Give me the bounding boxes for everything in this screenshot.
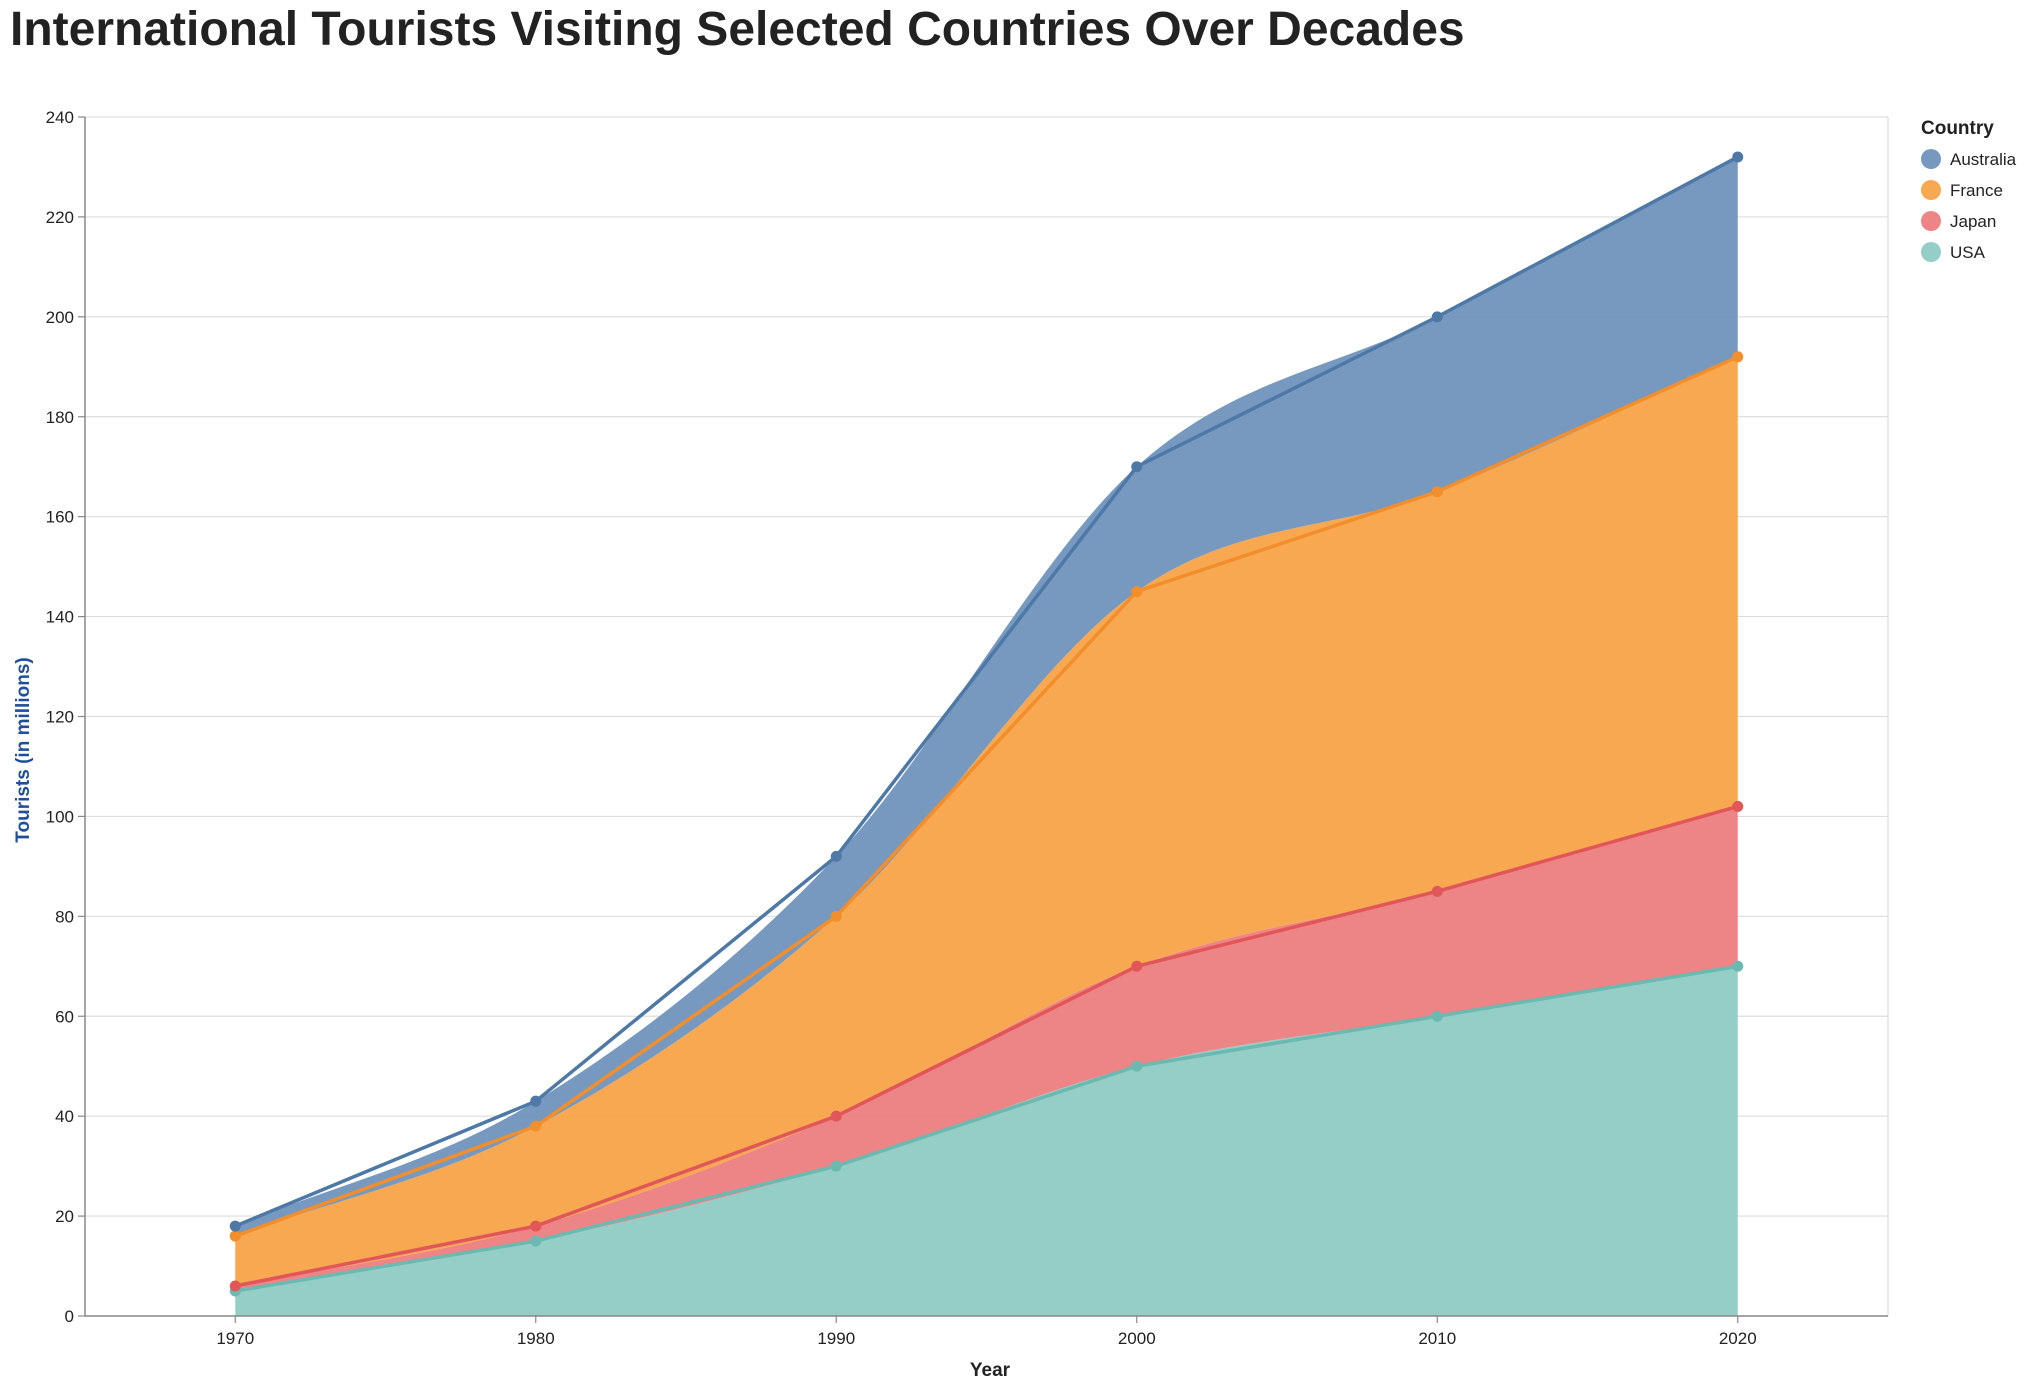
x-axis-title: Year	[970, 1360, 1011, 1381]
point-australia	[1131, 461, 1143, 473]
area-australia	[235, 156, 1738, 1237]
point-australia	[1431, 311, 1443, 323]
y-tick-label: 240	[46, 108, 74, 127]
point-japan	[1131, 960, 1143, 972]
point-usa	[1732, 960, 1744, 972]
y-tick-label: 40	[55, 1107, 74, 1126]
chart-title: International Tourists Visiting Selected…	[10, 3, 1465, 56]
point-japan	[530, 1220, 542, 1232]
legend-label: Japan	[1950, 212, 1996, 231]
y-tick-label: 100	[46, 807, 74, 826]
point-france	[1732, 351, 1744, 363]
legend-title: Country	[1921, 118, 1994, 139]
legend-item-japan: Japan	[1921, 211, 1996, 231]
x-tick-label: 1980	[517, 1329, 555, 1348]
point-france	[830, 910, 842, 922]
area-layer	[235, 156, 1738, 1316]
point-japan	[1431, 885, 1443, 897]
y-tick-label: 80	[55, 907, 74, 926]
legend-swatch	[1921, 211, 1941, 231]
legend-item-australia: Australia	[1921, 149, 2017, 169]
point-usa	[830, 1160, 842, 1172]
point-france	[1131, 586, 1143, 598]
legend-label: USA	[1950, 243, 1986, 262]
line-australia	[234, 155, 1739, 1228]
point-usa	[530, 1235, 542, 1247]
point-france	[530, 1120, 542, 1132]
x-tick-label: 2000	[1118, 1329, 1156, 1348]
legend-item-usa: USA	[1921, 242, 1986, 262]
point-australia	[830, 850, 842, 862]
line-france	[234, 355, 1739, 1238]
x-tick-label: 2020	[1719, 1329, 1757, 1348]
y-tick-label: 160	[46, 508, 74, 527]
y-tick-label: 180	[46, 408, 74, 427]
point-japan	[830, 1110, 842, 1122]
x-tick-label: 1990	[817, 1329, 855, 1348]
legend-swatch	[1921, 242, 1941, 262]
point-australia	[1732, 151, 1744, 163]
y-axis-title: Tourists (in millions)	[13, 657, 34, 842]
y-tick-label: 20	[55, 1207, 74, 1226]
y-tick-label: 200	[46, 308, 74, 327]
point-france	[1431, 486, 1443, 498]
point-australia	[530, 1095, 542, 1107]
point-france	[229, 1230, 241, 1242]
legend-swatch	[1921, 180, 1941, 200]
legend-item-france: France	[1921, 180, 2003, 200]
legend: Country Australia France Japan USA	[1921, 118, 2017, 262]
area-france	[235, 356, 1738, 1287]
area-usa	[235, 966, 1738, 1316]
legend-label: Australia	[1950, 150, 2017, 169]
y-tick-label: 0	[65, 1307, 74, 1326]
point-japan	[229, 1280, 241, 1292]
line-japan	[234, 804, 1739, 1288]
x-tick-label: 2010	[1418, 1329, 1456, 1348]
legend-swatch	[1921, 149, 1941, 169]
line-layer	[234, 155, 1739, 1293]
y-tick-label: 140	[46, 608, 74, 627]
point-japan	[1732, 800, 1744, 812]
area-japan	[235, 806, 1738, 1292]
legend-label: France	[1950, 181, 2003, 200]
line-usa	[234, 964, 1739, 1293]
y-tick-label: 120	[46, 708, 74, 727]
point-usa	[1131, 1060, 1143, 1072]
y-tick-label: 60	[55, 1007, 74, 1026]
y-tick-label: 220	[46, 208, 74, 227]
point-australia	[229, 1220, 241, 1232]
point-usa	[1431, 1010, 1443, 1022]
legend-items: Australia France Japan USA	[1921, 149, 2017, 262]
axes: 0 20 40 60 80 100 120 140 160 180 200 220 240 1970 198…	[46, 108, 1888, 1348]
x-tick-label: 1970	[216, 1329, 254, 1348]
point-layer	[229, 151, 1744, 1297]
